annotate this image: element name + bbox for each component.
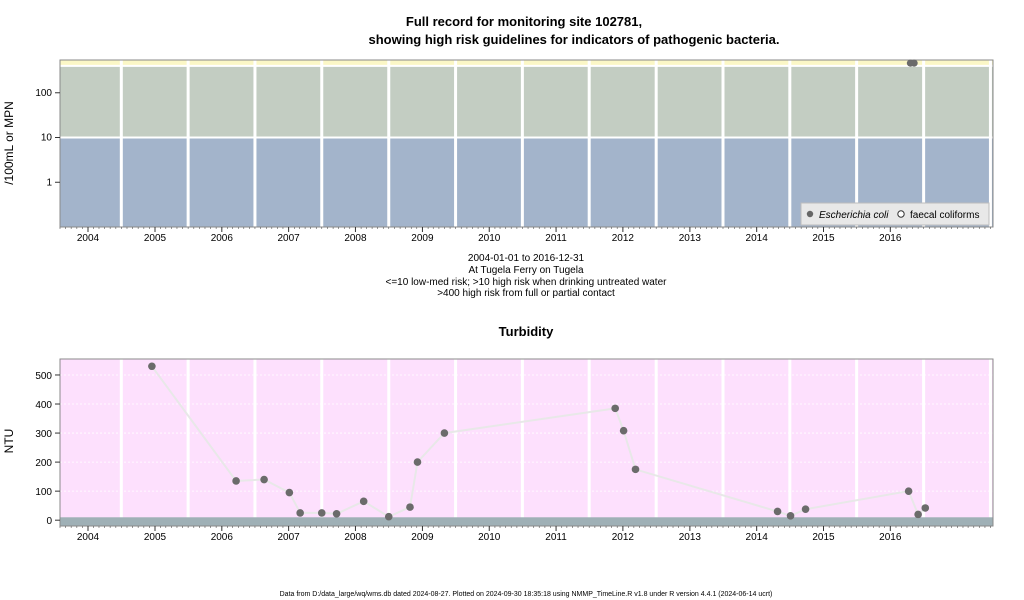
turbidity-y-axis-label: NTU (2, 429, 16, 454)
legend-label-ecoli: Escherichia coli (819, 210, 889, 221)
turbidity-x-tick-label-2009: 2009 (411, 532, 434, 543)
turbidity-point-15 (773, 507, 782, 516)
turbidity-background (60, 359, 993, 526)
bacteria-y-tick-label-100: 100 (35, 88, 52, 99)
bacteria-plot-area: 1 10 100 2004 2005 2006 2007 2008 2009 2010 2011 20… (35, 59, 994, 244)
bacteria-x-tick-label-2008: 2008 (344, 233, 367, 244)
bacteria-x-tick-label-2009: 2009 (411, 233, 434, 244)
bacteria-chart-title-line2: showing high risk guidelines for indicat… (369, 32, 780, 47)
turbidity-y-tick-label-300: 300 (35, 429, 52, 440)
turbidity-x-tick-label-2007: 2007 (278, 532, 301, 543)
turbidity-y-tick-label-500: 500 (35, 371, 52, 382)
turbidity-x-tick-label-2006: 2006 (211, 532, 234, 543)
turbidity-point-3 (285, 488, 294, 497)
turbidity-x-tick-label-2012: 2012 (612, 532, 635, 543)
legend-label-faecal: faecal coliforms (910, 210, 979, 221)
turbidity-point-14 (631, 465, 640, 474)
bacteria-x-tick-label-2005: 2005 (144, 233, 167, 244)
bacteria-x-tick-label-2014: 2014 (746, 233, 769, 244)
turbidity-y-tick-label-0: 0 (46, 516, 52, 527)
bacteria-chart-title-line1: Full record for monitoring site 102781, (406, 14, 642, 29)
bacteria-x-tick-label-2010: 2010 (478, 233, 501, 244)
turbidity-x-tick-label-2015: 2015 (812, 532, 835, 543)
turbidity-point-17 (801, 505, 810, 513)
turbidity-y-tick-label-200: 200 (35, 458, 52, 469)
turbidity-point-0 (148, 362, 156, 371)
turbidity-point-8 (384, 512, 393, 521)
turbidity-point-10 (413, 458, 422, 466)
turbidity-point-11 (440, 429, 449, 437)
bacteria-plot-frame (59, 59, 994, 228)
turbidity-plot-area: 0 100 200 300 400 500 2004 2005 2006 2007 2008 2009… (35, 358, 994, 543)
turbidity-x-tick-label-2011: 2011 (545, 532, 567, 543)
bacteria-x-tick-label-2011: 2011 (545, 233, 567, 244)
legend-marker-ecoli (806, 210, 814, 218)
caption-date-range: 2004-01-01 to 2016-12-31 (468, 253, 585, 264)
footer-provenance: Data from D:/data_large/wq/wms.db dated … (280, 591, 773, 598)
legend-box (800, 202, 990, 226)
bacteria-y-tick-label-10: 10 (41, 133, 53, 144)
bacteria-y-tick-label-1: 1 (46, 177, 52, 188)
turbidity-point-1 (232, 477, 240, 485)
turbidity-point-16 (786, 512, 795, 520)
turbidity-y-tick-label-100: 100 (35, 487, 52, 498)
bacteria-y-axis-label: /100mL or MPN (2, 101, 16, 185)
bacteria-x-tick-label-2006: 2006 (211, 233, 234, 244)
turbidity-chart-title: Turbidity (499, 324, 554, 339)
turbidity-plot-frame (59, 358, 994, 527)
bacteria-legend: Escherichia coli faecal coliforms (800, 202, 990, 226)
turbidity-x-tick-label-2005: 2005 (144, 532, 167, 543)
turbidity-floor-band (60, 517, 993, 526)
ecoli-point-1 (910, 59, 918, 67)
turbidity-x-tick-label-2008: 2008 (344, 532, 367, 543)
turbidity-point-18 (904, 487, 913, 495)
turbidity-x-tick-label-2016: 2016 (879, 532, 902, 543)
turbidity-x-tick-label-2004: 2004 (77, 532, 100, 543)
turbidity-point-12 (611, 404, 619, 413)
turbidity-point-9 (406, 503, 414, 511)
bacteria-x-tick-label-2015: 2015 (812, 233, 835, 244)
turbidity-point-19 (914, 510, 922, 519)
bacteria-x-tick-label-2007: 2007 (278, 233, 301, 244)
caption-guideline-drinking: <=10 low-med risk; >10 high risk when dr… (386, 277, 668, 288)
turbidity-x-tick-label-2013: 2013 (679, 532, 702, 543)
risk-band-risk_mid (60, 65, 993, 138)
turbidity-point-20 (921, 504, 930, 512)
turbidity-point-2 (260, 475, 268, 484)
turbidity-point-13 (619, 426, 628, 435)
turbidity-x-tick-label-2014: 2014 (746, 532, 769, 543)
turbidity-point-6 (332, 510, 341, 518)
bacteria-x-tick-label-2012: 2012 (612, 233, 635, 244)
risk-band-risk_high (60, 60, 993, 66)
caption-site: At Tugela Ferry on Tugela (468, 265, 584, 276)
turbidity-y-tick-label-400: 400 (35, 400, 52, 411)
caption-guideline-contact: >400 high risk from full or partial cont… (437, 288, 615, 299)
bacteria-x-tick-label-2016: 2016 (879, 233, 902, 244)
turbidity-point-5 (317, 509, 326, 517)
turbidity-x-tick-label-2010: 2010 (478, 532, 501, 543)
bacteria-x-tick-label-2013: 2013 (679, 233, 702, 244)
turbidity-point-7 (359, 497, 368, 506)
bacteria-x-tick-label-2004: 2004 (77, 233, 100, 244)
turbidity-point-4 (296, 509, 304, 517)
legend-marker-faecal (897, 210, 905, 218)
